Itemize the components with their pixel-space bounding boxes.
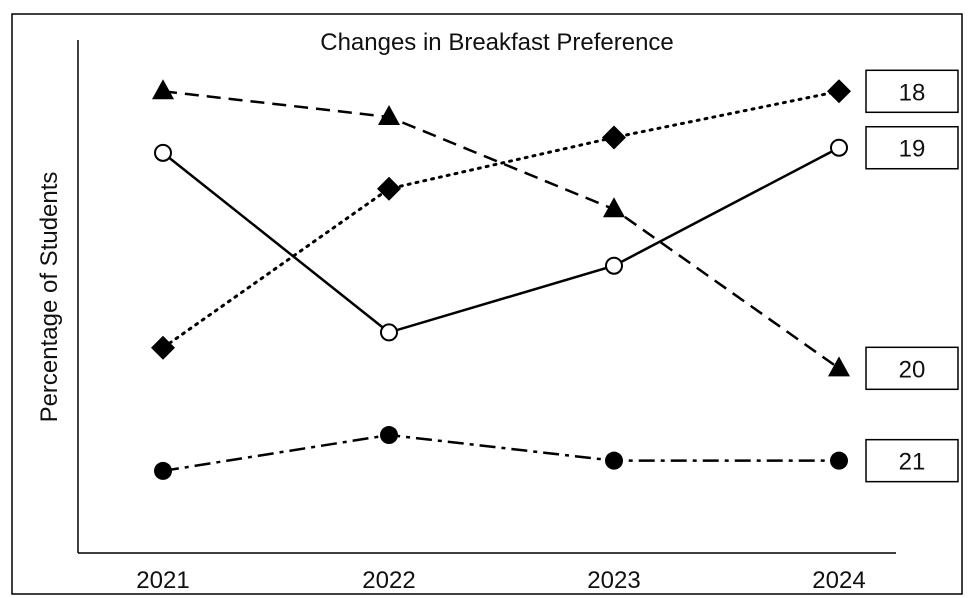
series-line-21 — [162, 433, 839, 473]
point-19-2022 — [380, 323, 398, 342]
x-tick-labels: 2021 2022 2023 2024 — [136, 567, 865, 594]
x-tick-label-2021: 2021 — [136, 567, 189, 594]
y-axis-label: Percentage of Students — [36, 172, 63, 423]
series-line-18 — [161, 89, 841, 350]
series-line-20 — [162, 90, 840, 370]
point-20-2022 — [378, 104, 400, 125]
point-18-2023 — [602, 125, 626, 150]
point-21-2021 — [154, 461, 172, 480]
label-box-18 — [865, 69, 959, 114]
point-21-2023 — [605, 451, 623, 470]
x-tick-label-2024: 2024 — [812, 567, 865, 594]
series-label-box-18: 18 — [865, 69, 959, 114]
point-20-2023 — [603, 197, 625, 218]
series-layer — [151, 79, 851, 480]
label-box-21 — [865, 438, 959, 483]
point-18-2024 — [827, 79, 851, 104]
series-label-box-19: 19 — [865, 125, 959, 170]
point-19-2024 — [830, 138, 848, 157]
series-label-box-21: 21 — [865, 438, 959, 483]
point-19-2023 — [605, 256, 623, 275]
series-label-box-20: 20 — [865, 346, 959, 391]
series-19 — [154, 138, 848, 342]
series-line-19 — [162, 146, 840, 334]
point-20-2024 — [828, 356, 850, 377]
label-box-19 — [865, 125, 959, 170]
label-box-20 — [865, 346, 959, 391]
series-18 — [151, 79, 851, 360]
label-text-18: 18 — [899, 79, 926, 106]
point-19-2021 — [154, 143, 172, 162]
series-21 — [154, 426, 848, 480]
label-text-21: 21 — [899, 449, 926, 476]
point-18-2022 — [377, 176, 401, 201]
point-21-2024 — [830, 451, 848, 470]
point-18-2021 — [151, 335, 175, 360]
series-labels: 18 19 20 21 — [865, 69, 959, 483]
series-20 — [152, 79, 850, 377]
label-text-20: 20 — [899, 356, 926, 383]
x-tick-label-2022: 2022 — [362, 567, 415, 594]
chart-frame — [11, 13, 963, 595]
point-20-2021 — [152, 79, 174, 100]
chart-title: Changes in Breakfast Preference — [320, 29, 674, 56]
point-21-2022 — [380, 426, 398, 445]
label-text-19: 19 — [899, 136, 926, 163]
x-tick-label-2023: 2023 — [587, 567, 640, 594]
